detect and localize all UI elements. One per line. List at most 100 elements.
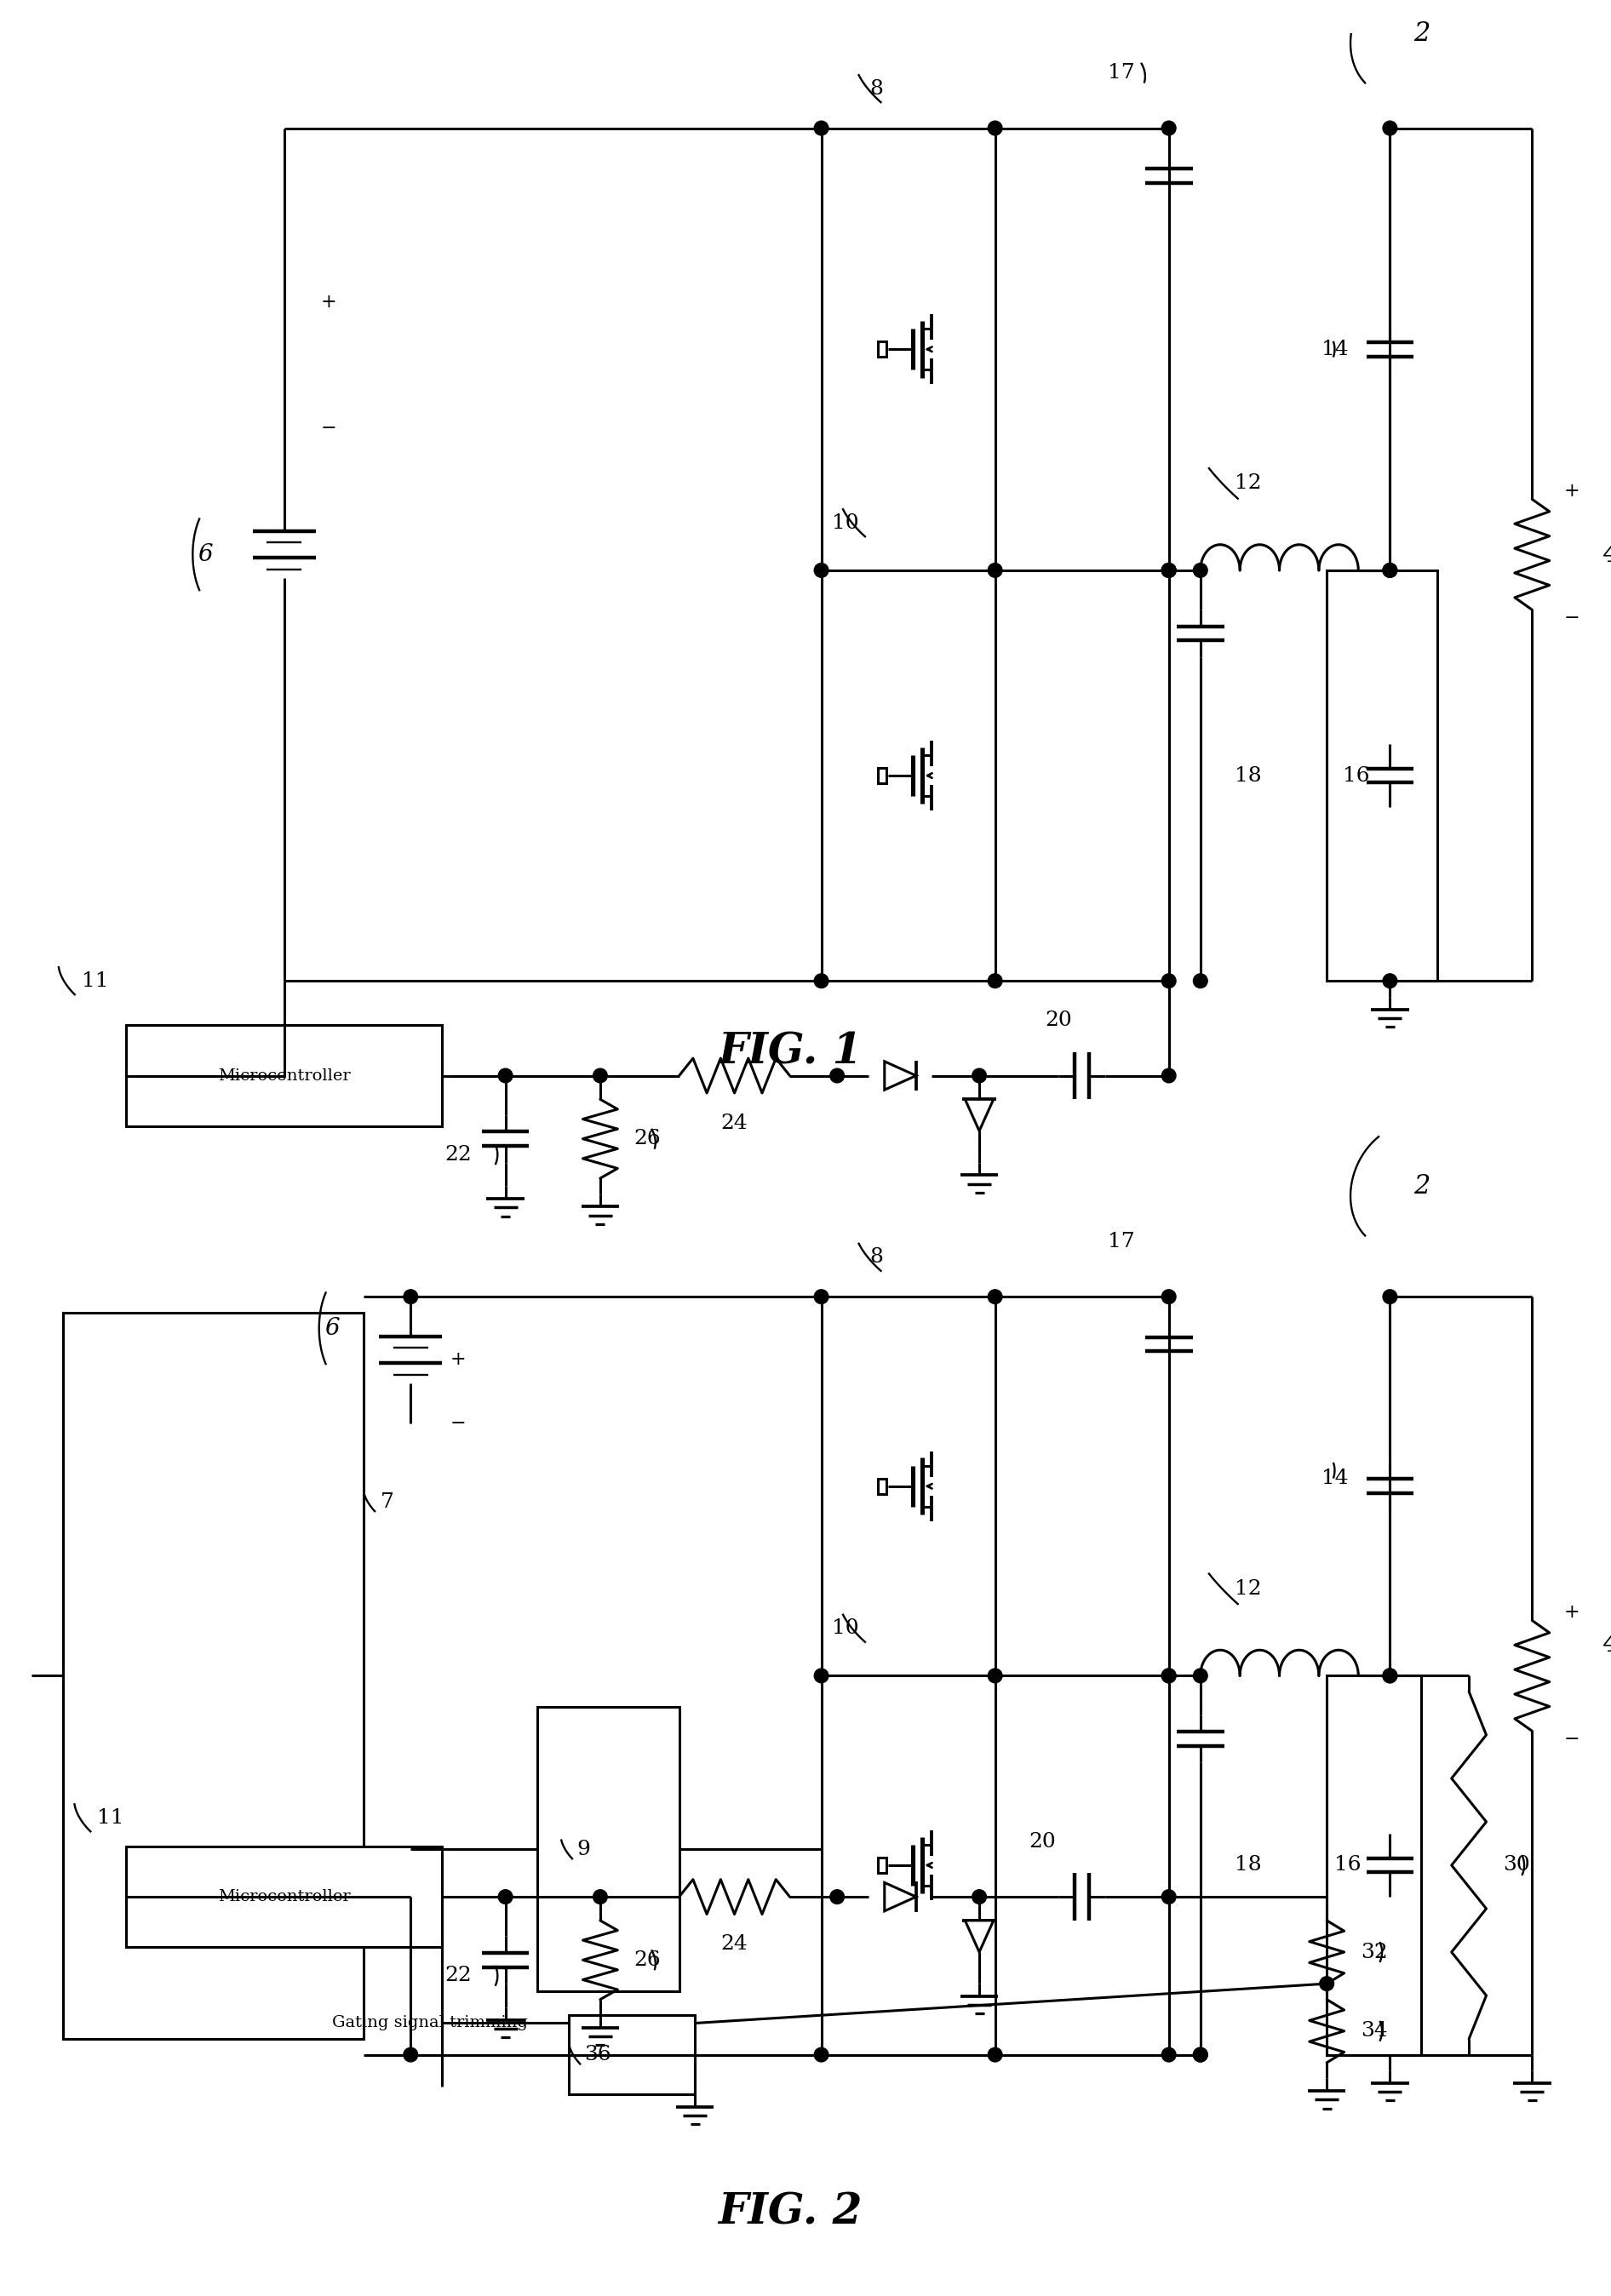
Bar [822, 1297, 1170, 2055]
Text: 20: 20 [1046, 1010, 1071, 1031]
Text: 4: 4 [1603, 1630, 1611, 1658]
Circle shape [814, 1669, 828, 1683]
Text: 14: 14 [1321, 1469, 1348, 1488]
Circle shape [814, 563, 828, 576]
Bar [822, 129, 1170, 980]
Circle shape [593, 1890, 607, 1903]
Circle shape [1162, 1669, 1176, 1683]
Circle shape [988, 1669, 1002, 1683]
Text: 24: 24 [722, 1114, 748, 1132]
Bar [878, 1479, 886, 1495]
Circle shape [988, 1290, 1002, 1304]
Circle shape [1382, 563, 1397, 576]
Text: Microcontroller: Microcontroller [217, 1068, 351, 1084]
Bar [126, 1846, 443, 1947]
Text: 16: 16 [1334, 1855, 1361, 1876]
Circle shape [1162, 2048, 1176, 2062]
Text: 14: 14 [1321, 340, 1348, 358]
Bar [878, 1857, 886, 1874]
Text: 36: 36 [585, 2046, 612, 2064]
Text: 2: 2 [1413, 21, 1431, 46]
Bar [569, 2016, 694, 2094]
Circle shape [814, 2048, 828, 2062]
Text: 12: 12 [1234, 1580, 1261, 1598]
Circle shape [404, 1290, 417, 1304]
Circle shape [1382, 1290, 1397, 1304]
Circle shape [1382, 1669, 1397, 1683]
Bar [536, 1708, 680, 1991]
Circle shape [1162, 563, 1176, 576]
Text: 26: 26 [635, 1130, 661, 1148]
Circle shape [830, 1068, 844, 1084]
Circle shape [814, 974, 828, 987]
Circle shape [971, 1890, 986, 1903]
Circle shape [1162, 563, 1176, 576]
Text: 11: 11 [97, 1807, 124, 1828]
Circle shape [1194, 2048, 1208, 2062]
Text: 17: 17 [1108, 1231, 1134, 1251]
Polygon shape [884, 1883, 917, 1910]
Text: 18: 18 [1234, 1855, 1261, 1876]
Text: 18: 18 [1234, 767, 1261, 785]
Circle shape [593, 1068, 607, 1084]
Circle shape [1319, 1977, 1334, 1991]
Text: 9: 9 [577, 1839, 590, 1860]
Circle shape [498, 1068, 512, 1084]
Text: 17: 17 [1108, 62, 1134, 83]
Text: 10: 10 [831, 1619, 859, 1637]
Circle shape [1382, 122, 1397, 135]
Text: 8: 8 [870, 1247, 883, 1267]
Circle shape [1194, 1669, 1208, 1683]
Text: +: + [321, 292, 337, 312]
Circle shape [1162, 122, 1176, 135]
Text: 30: 30 [1503, 1855, 1530, 1876]
Circle shape [1162, 974, 1176, 987]
Text: FIG. 1: FIG. 1 [717, 1031, 862, 1072]
Text: −: − [1564, 608, 1579, 627]
Bar [878, 342, 886, 358]
Text: −: − [1564, 1729, 1579, 1747]
Text: 11: 11 [82, 971, 108, 990]
Circle shape [1382, 1669, 1397, 1683]
Bar [1327, 1676, 1421, 2055]
Polygon shape [965, 1100, 994, 1132]
Circle shape [988, 122, 1002, 135]
Text: −: − [321, 418, 337, 439]
Text: 4: 4 [1603, 542, 1611, 567]
Circle shape [814, 1290, 828, 1304]
Circle shape [1162, 563, 1176, 576]
Circle shape [971, 1068, 986, 1084]
Bar [63, 1313, 364, 2039]
Text: 10: 10 [831, 512, 859, 533]
Circle shape [988, 2048, 1002, 2062]
Polygon shape [884, 1061, 917, 1091]
Text: 26: 26 [635, 1949, 661, 1970]
Circle shape [1162, 1290, 1176, 1304]
Circle shape [988, 563, 1002, 576]
Circle shape [1194, 563, 1208, 576]
Circle shape [498, 1890, 512, 1903]
Circle shape [404, 2048, 417, 2062]
Text: 34: 34 [1361, 2020, 1387, 2041]
Circle shape [1382, 974, 1397, 987]
Text: 6: 6 [324, 1318, 340, 1341]
Circle shape [1162, 1669, 1176, 1683]
Circle shape [1382, 563, 1397, 576]
Text: Microcontroller: Microcontroller [217, 1890, 351, 1903]
Text: +: + [1564, 1603, 1579, 1621]
Text: 24: 24 [722, 1936, 748, 1954]
Text: 12: 12 [1234, 473, 1261, 494]
Text: 7: 7 [380, 1492, 393, 1511]
Bar [878, 767, 886, 783]
Circle shape [1162, 1890, 1176, 1903]
Text: 20: 20 [1029, 1832, 1055, 1851]
Circle shape [814, 122, 828, 135]
Text: Gating signal trimming: Gating signal trimming [332, 2016, 527, 2030]
Text: 2: 2 [1413, 1173, 1431, 1199]
Circle shape [988, 974, 1002, 987]
Bar [1327, 569, 1437, 980]
Text: −: − [449, 1414, 466, 1433]
Text: FIG. 2: FIG. 2 [717, 2193, 862, 2234]
Circle shape [1194, 974, 1208, 987]
Text: +: + [1564, 482, 1579, 501]
